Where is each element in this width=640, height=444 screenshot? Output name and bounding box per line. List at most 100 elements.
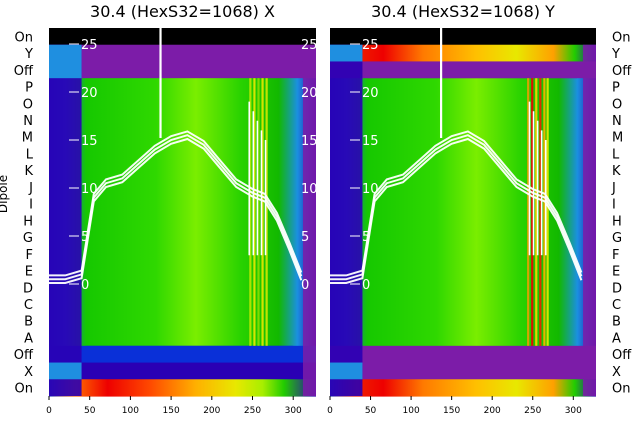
row-label: O xyxy=(23,97,33,112)
heatmap-row xyxy=(330,78,596,96)
low-x-band xyxy=(330,44,363,397)
overlay-tick-label: 25 xyxy=(301,38,318,53)
sky-band-2 xyxy=(330,362,363,380)
sky-band-2 xyxy=(49,362,82,380)
x-tick-label: 150 xyxy=(163,406,180,416)
x-tick-label: 0 xyxy=(46,406,52,416)
row-label: I xyxy=(29,198,33,213)
heatmap-row xyxy=(330,245,596,263)
top-black-bar xyxy=(330,28,596,43)
overlay-tick-label: 0 xyxy=(81,278,89,293)
heatmap-row xyxy=(49,329,316,347)
heatmap-row xyxy=(49,262,316,280)
row-label: P xyxy=(25,81,33,96)
overlay-tick-label: 5 xyxy=(81,230,89,245)
x-tick-label: 100 xyxy=(122,406,139,416)
heatmap-row xyxy=(330,362,596,380)
row-label: On xyxy=(15,382,33,397)
streak-line xyxy=(253,78,256,346)
row-label: K xyxy=(612,164,621,179)
row-label: Y xyxy=(611,47,620,62)
x-tick-label: 200 xyxy=(203,406,220,416)
x-tick-label: 50 xyxy=(365,406,377,416)
streak-line xyxy=(546,78,549,346)
row-label: A xyxy=(24,331,33,346)
row-label: H xyxy=(23,214,33,229)
row-label: P xyxy=(612,81,620,96)
y-axis-label: Dipole xyxy=(0,175,10,213)
row-label: M xyxy=(22,131,33,146)
row-label: F xyxy=(26,248,33,263)
row-label: A xyxy=(612,331,621,346)
heatmap-row xyxy=(330,44,596,63)
row-label: Off xyxy=(612,64,632,79)
row-label: B xyxy=(24,315,33,330)
row-label: O xyxy=(612,97,622,112)
row-label: J xyxy=(28,181,33,196)
row-label: On xyxy=(612,30,630,45)
heatmap-row xyxy=(330,161,596,180)
row-label: J xyxy=(611,181,616,196)
row-label: N xyxy=(612,114,622,129)
row-label: Off xyxy=(612,348,632,363)
heatmap-row xyxy=(330,278,596,297)
row-label: Off xyxy=(14,348,34,363)
row-label: M xyxy=(612,131,623,146)
streak-line xyxy=(531,78,534,346)
row-label: G xyxy=(612,231,622,246)
overlay-tick-label: 10 xyxy=(301,182,318,197)
streak-line xyxy=(543,78,546,346)
row-label: K xyxy=(24,164,33,179)
heatmap-row xyxy=(49,362,316,380)
row-label: Off xyxy=(14,64,34,79)
streak-line xyxy=(535,78,538,346)
overlay-tick-label: 20 xyxy=(301,86,318,101)
heatmap-row xyxy=(330,379,596,397)
heatmap-row xyxy=(49,161,316,180)
overlay-tick-label: 0 xyxy=(301,278,309,293)
row-label: C xyxy=(24,298,33,313)
overlay-tick-label: 25 xyxy=(81,38,98,53)
heatmap-row xyxy=(330,329,596,347)
row-label: F xyxy=(612,248,619,263)
streak-line xyxy=(257,78,260,346)
row-label: C xyxy=(612,298,621,313)
overlay-tick-label: 25 xyxy=(362,38,379,53)
heatmap-row xyxy=(330,111,596,129)
blue-band xyxy=(85,345,294,363)
row-label: X xyxy=(612,365,621,380)
x-tick-label: 250 xyxy=(244,406,261,416)
heatmap-row xyxy=(330,262,596,280)
heatmap-row xyxy=(49,61,316,79)
heatmap-row xyxy=(49,379,316,397)
heatmap-row xyxy=(49,44,316,63)
streak-line xyxy=(249,78,252,346)
x-tick-label: 300 xyxy=(285,406,302,416)
overlay-tick-label: 15 xyxy=(362,134,379,149)
row-label: Y xyxy=(24,47,33,62)
row-label: D xyxy=(23,281,33,296)
overlay-tick-label: 5 xyxy=(362,230,370,245)
top-black-bar xyxy=(49,28,316,43)
low-x-band xyxy=(49,44,82,397)
row-label: G xyxy=(23,231,33,246)
x-tick-label: 250 xyxy=(524,406,541,416)
overlay-tick-label: 20 xyxy=(81,86,98,101)
streak-line xyxy=(261,78,264,346)
row-label: I xyxy=(612,198,616,213)
x-tick-label: 150 xyxy=(443,406,460,416)
high-x-band xyxy=(583,44,596,397)
overlay-tick-label: 15 xyxy=(81,134,98,149)
streak-line xyxy=(527,78,530,346)
row-label: B xyxy=(612,315,621,330)
row-label: On xyxy=(15,30,33,45)
overlay-tick-label: 20 xyxy=(362,86,379,101)
x-tick-label: 50 xyxy=(84,406,96,416)
heatmap-row xyxy=(49,312,316,330)
x-tick-label: 300 xyxy=(565,406,582,416)
streak-line xyxy=(265,78,268,346)
